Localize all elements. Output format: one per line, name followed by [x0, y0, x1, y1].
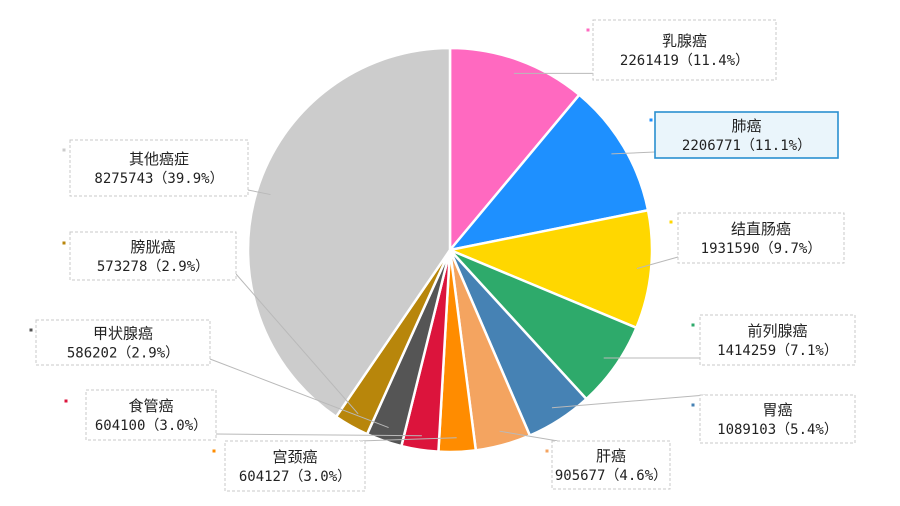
leader-line-9 — [209, 358, 389, 429]
legend-marker — [649, 118, 653, 122]
label-box — [69, 231, 237, 281]
leader-line-10 — [235, 273, 359, 415]
label-box — [85, 389, 217, 441]
slice-name-label: 宫颈癌 — [272, 448, 317, 466]
slice-value-label: 604100（3.0%） — [95, 418, 207, 434]
slice-value-label: 1414259（7.1%） — [717, 343, 838, 359]
label-box — [699, 314, 856, 366]
pie-slice-3 — [448, 208, 654, 330]
data-label-5: 胃癌 1089103（5.4%） — [691, 394, 856, 444]
label-box — [654, 111, 839, 159]
label-box — [35, 319, 211, 366]
slice-name-label: 前列腺癌 — [747, 322, 807, 340]
legend-marker — [691, 403, 695, 407]
slice-value-label: 604127（3.0%） — [239, 469, 351, 485]
legend-marker — [691, 323, 695, 327]
slice-name-label: 胃癌 — [762, 401, 792, 419]
data-label-3: 结直肠癌 1931590（9.7%） — [669, 212, 845, 264]
slice-name-label: 膀胱癌 — [130, 238, 175, 256]
legend-marker — [212, 449, 216, 453]
leader-line-8 — [215, 433, 422, 437]
leader-lines — [209, 72, 707, 442]
slice-value-label: 8275743（39.9%） — [94, 171, 223, 187]
slice-value-label: 2261419（11.4%） — [620, 53, 749, 69]
legend-marker — [62, 148, 66, 152]
slice-name-label: 结直肠癌 — [731, 220, 791, 238]
label-box — [551, 440, 671, 490]
data-label-4: 前列腺癌 1414259（7.1%） — [691, 314, 856, 366]
slice-value-label: 573278（2.9%） — [97, 259, 209, 275]
legend-marker — [62, 241, 66, 245]
data-label-10: 膀胱癌 573278（2.9%） — [62, 231, 237, 281]
pie-slice-2 — [448, 93, 650, 252]
slice-name-label: 肝癌 — [596, 447, 626, 465]
legend-marker — [64, 399, 68, 403]
slice-value-label: 586202（2.9%） — [67, 346, 179, 362]
leader-line-2 — [611, 151, 656, 155]
slice-value-label: 1931590（9.7%） — [701, 241, 822, 257]
data-labels: 乳腺癌 2261419（11.4%） 肺癌 2206771（11.1%） 结直肠癌 193… — [29, 19, 856, 492]
leader-line-6 — [499, 430, 559, 442]
data-label-6: 肝癌 905677（4.6%） — [545, 440, 671, 490]
leader-line-3 — [636, 256, 679, 269]
pie-slices — [246, 46, 654, 454]
data-label-8: 食管癌 604100（3.0%） — [64, 389, 217, 441]
leader-line-11 — [247, 189, 271, 196]
slice-name-label: 食管癌 — [128, 397, 173, 415]
slice-name-label: 其他癌症 — [129, 150, 189, 168]
data-label-9: 甲状腺癌 586202（2.9%） — [29, 319, 211, 366]
label-box — [592, 19, 777, 81]
slice-value-label: 2206771（11.1%） — [682, 138, 811, 154]
pie-slice-11 — [246, 46, 452, 419]
data-label-7: 宫颈癌 604127（3.0%） — [212, 440, 366, 492]
label-box — [677, 212, 845, 264]
legend-marker — [669, 220, 673, 224]
leader-line-7 — [358, 437, 457, 442]
label-box — [69, 139, 249, 197]
slice-name-label: 甲状腺癌 — [93, 325, 153, 343]
pie-slice-1 — [448, 46, 581, 252]
data-label-1: 乳腺癌 2261419（11.4%） — [586, 19, 777, 81]
data-label-11: 其他癌症 8275743（39.9%） — [62, 139, 249, 197]
label-box — [699, 394, 856, 444]
legend-marker — [545, 449, 549, 453]
slice-value-label: 1089103（5.4%） — [717, 422, 838, 438]
slice-value-label: 905677（4.6%） — [555, 468, 667, 484]
label-box — [224, 440, 366, 492]
data-label-2: 肺癌 2206771（11.1%） — [649, 111, 839, 159]
legend-marker — [586, 28, 590, 32]
slice-name-label: 肺癌 — [731, 117, 761, 135]
slice-name-label: 乳腺癌 — [662, 32, 707, 50]
leader-line-5 — [551, 394, 707, 409]
legend-marker — [29, 328, 33, 332]
